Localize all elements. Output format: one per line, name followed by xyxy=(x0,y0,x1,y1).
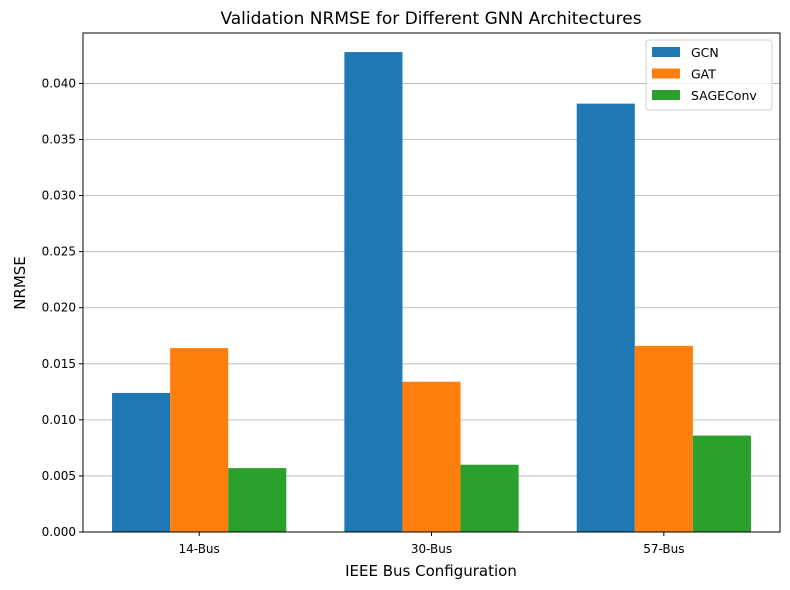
legend-label-sageconv: SAGEConv xyxy=(691,88,757,103)
y-tick-label: 0.005 xyxy=(42,469,76,483)
bar-gat-57-bus xyxy=(634,345,693,532)
legend-swatch-gat xyxy=(652,68,680,79)
y-tick-label: 0.040 xyxy=(42,76,76,90)
legend: GCN GAT SAGEConv xyxy=(645,39,773,111)
bar-gcn-57-bus xyxy=(576,103,635,532)
y-tick-label: 0.030 xyxy=(42,189,76,203)
y-tick-label: 0.025 xyxy=(42,245,76,259)
legend-label-gat: GAT xyxy=(691,67,716,82)
legend-swatch-gcn xyxy=(652,47,680,57)
y-tick-label: 0.000 xyxy=(42,525,76,539)
legend-swatch-sageconv xyxy=(652,90,680,100)
y-tick-label: 0.020 xyxy=(42,301,76,315)
y-axis-label: NRMSE xyxy=(11,256,29,310)
y-tick-label: 0.035 xyxy=(42,133,76,147)
bar-sageconv-57-bus xyxy=(692,435,751,532)
bar-gcn-30-bus xyxy=(344,52,403,532)
bar-gat-30-bus xyxy=(402,381,461,532)
bar-sageconv-14-bus xyxy=(228,468,287,532)
bars xyxy=(112,52,751,532)
x-axis-label: IEEE Bus Configuration xyxy=(345,562,517,580)
x-tick-label: 30-Bus xyxy=(411,542,452,556)
x-axis: 14-Bus 30-Bus 57-Bus xyxy=(179,532,684,556)
bar-gcn-14-bus xyxy=(112,392,171,532)
y-tick-label: 0.015 xyxy=(42,357,76,371)
y-axis: 0.000 0.005 0.010 0.015 0.020 0.025 0.030 0.035… xyxy=(42,76,83,539)
y-tick-label: 0.010 xyxy=(42,413,76,427)
bar-gat-14-bus xyxy=(170,348,229,532)
x-tick-label: 14-Bus xyxy=(179,542,220,556)
chart-title: Validation NRMSE for Different GNN Archi… xyxy=(220,9,641,29)
x-tick-label: 57-Bus xyxy=(643,542,684,556)
bar-sageconv-30-bus xyxy=(460,464,519,532)
legend-label-gcn: GCN xyxy=(691,45,719,60)
